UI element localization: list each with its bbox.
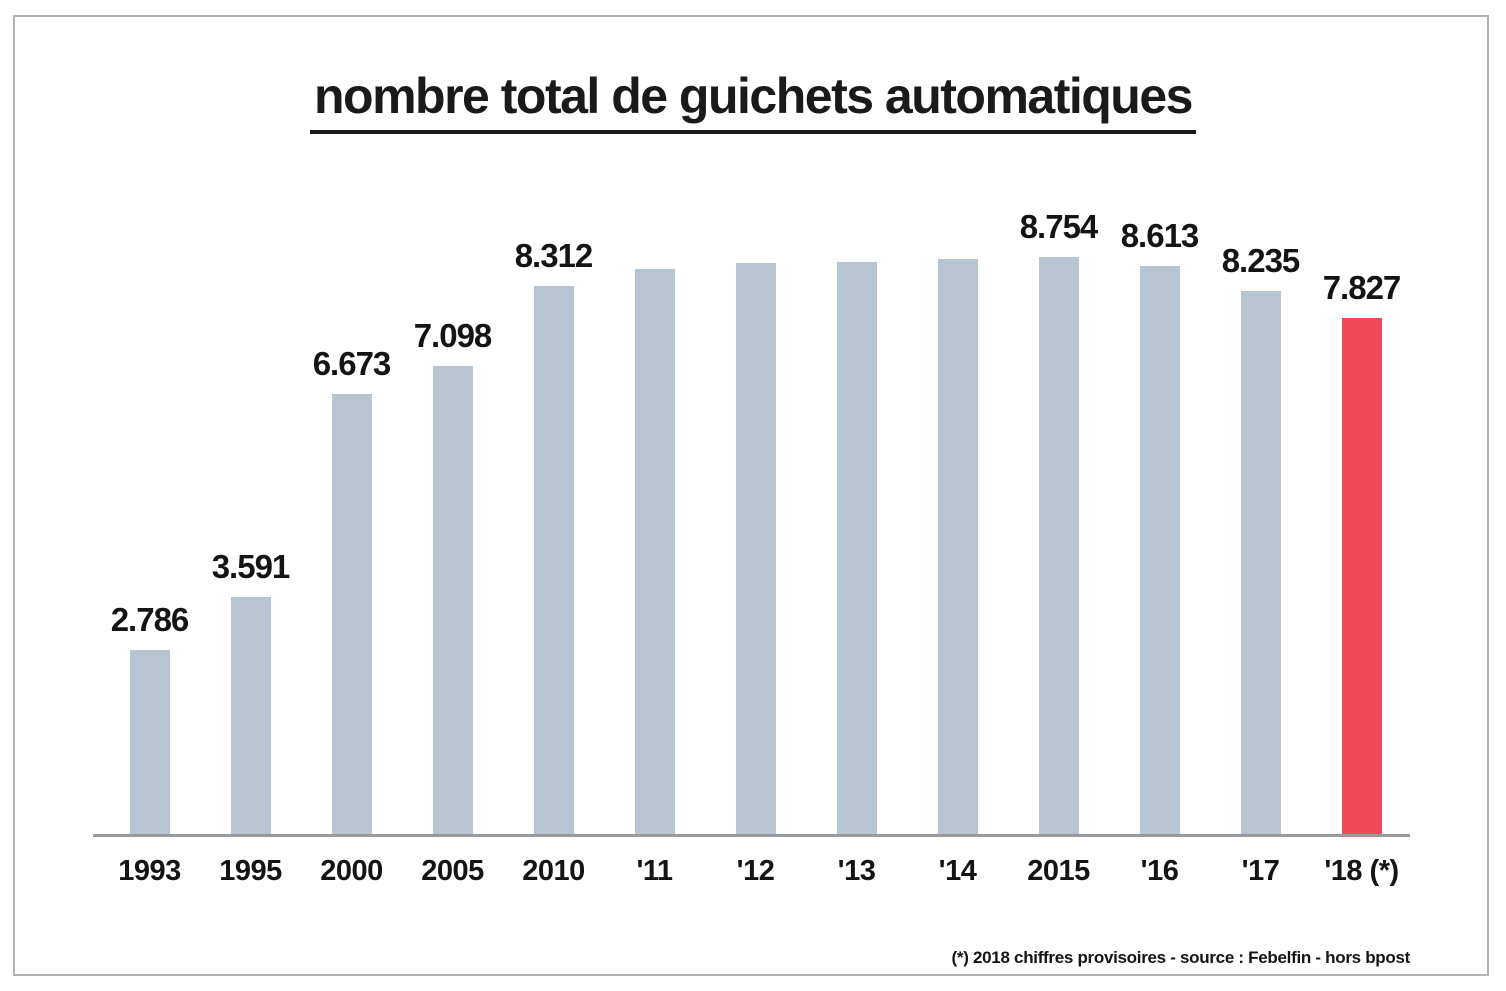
x-axis-label: '13 [837, 855, 876, 887]
x-axis-label: 2005 [421, 855, 484, 887]
bars-container: 2.786 3.591 6.673 7.098 8.312 8.754 8.613 8.235… [99, 175, 1412, 834]
bar [937, 259, 978, 834]
bar-column [604, 257, 705, 834]
x-axis-label: '14 [938, 855, 977, 887]
x-axis-label: 2015 [1027, 855, 1090, 887]
bar-column: 8.235 [1210, 241, 1311, 834]
bar [735, 263, 776, 834]
bar-column [907, 247, 1008, 834]
x-axis-label: '18 (*) [1324, 855, 1399, 887]
bar-column: 3.591 [200, 547, 301, 834]
bar-value-label: 8.312 [514, 236, 594, 274]
x-axis-label: '17 [1241, 855, 1280, 887]
bar [1038, 257, 1079, 834]
bar-column [705, 251, 806, 834]
x-axis-label: '12 [736, 855, 775, 887]
chart-frame [13, 15, 1489, 976]
plot-area: 2.786 3.591 6.673 7.098 8.312 8.754 8.613 8.235… [93, 175, 1412, 887]
bar-column: 7.827 [1311, 268, 1412, 834]
x-axis-labels: 1993 1995 2000 2005 2010 '11 '12 '13 '14 2015 '16 '… [99, 855, 1412, 888]
bar [836, 262, 877, 834]
bar-value-label: 7.827 [1322, 268, 1402, 306]
x-axis-label: 1993 [118, 855, 181, 887]
bar-value-label: 6.673 [312, 344, 392, 382]
bar-column: 2.786 [99, 600, 200, 834]
bar-value-label: 8.754 [1019, 207, 1099, 245]
bar-column [806, 250, 907, 834]
footnote: (*) 2018 chiffres provisoires - source :… [951, 948, 1411, 967]
bar-value-label: 7.098 [413, 316, 493, 354]
bar-column: 8.613 [1109, 216, 1210, 834]
bar [1240, 291, 1281, 834]
bar [1139, 266, 1180, 834]
x-axis-label: 2000 [320, 855, 383, 887]
bar-value-label: 2.786 [110, 600, 190, 638]
x-axis-label: 1995 [219, 855, 282, 887]
bar [129, 650, 170, 834]
bar-highlighted [1341, 318, 1382, 834]
bar [634, 269, 675, 834]
bar-value-label: 8.235 [1221, 241, 1301, 279]
bar [230, 597, 271, 834]
bar-value-label: 3.591 [211, 547, 291, 585]
bar-column: 6.673 [301, 344, 402, 834]
bar-column: 8.312 [503, 236, 604, 834]
bar [432, 366, 473, 834]
x-axis-line [93, 834, 1410, 837]
bar [533, 286, 574, 834]
title-container: nombre total de guichets automatiques [0, 68, 1506, 134]
bar-column: 8.754 [1008, 207, 1109, 834]
chart-title: nombre total de guichets automatiques [310, 68, 1196, 134]
bar-value-label: 8.613 [1120, 216, 1200, 254]
x-axis-label: '16 [1140, 855, 1179, 887]
bar [331, 394, 372, 834]
bar-column: 7.098 [402, 316, 503, 834]
x-axis-label: '11 [636, 855, 673, 887]
x-axis-label: 2010 [522, 855, 585, 887]
